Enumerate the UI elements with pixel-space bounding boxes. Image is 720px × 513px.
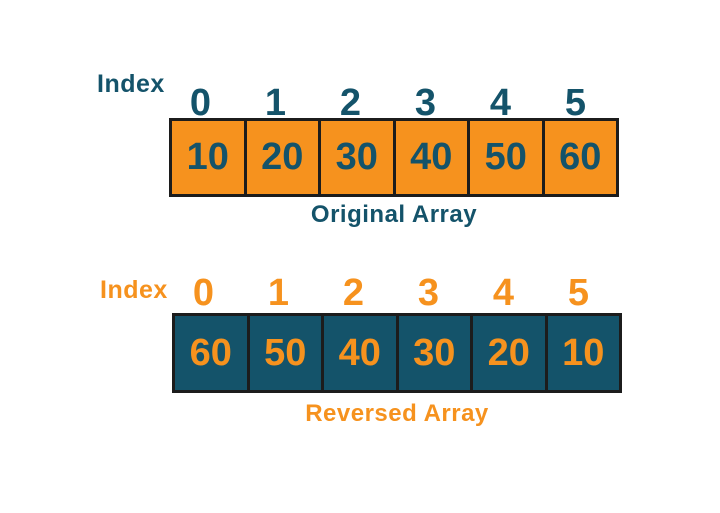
index-label: Index <box>100 276 168 304</box>
index-label: Index <box>97 70 165 98</box>
index-number: 4 <box>489 82 512 124</box>
index-row: 0 1 2 3 4 5 <box>163 82 613 125</box>
index-number: 0 <box>192 272 215 314</box>
index-number: 1 <box>267 272 290 314</box>
array-cell: 60 <box>559 136 602 178</box>
index-number: 3 <box>414 82 437 124</box>
reversed-array-box: 60 50 40 30 20 10 <box>172 313 622 393</box>
index-number: 5 <box>567 272 590 314</box>
array-caption: Original Array <box>310 201 478 228</box>
index-number: 1 <box>264 82 287 124</box>
array-cell: 40 <box>396 121 470 194</box>
index-row: 0 1 2 3 4 5 <box>166 272 616 315</box>
index-number: 4 <box>492 272 515 314</box>
array-cell: 20 <box>247 121 321 194</box>
array-cell: 30 <box>321 121 396 194</box>
array-cell: 40 <box>324 316 399 390</box>
array-cell: 30 <box>399 316 473 390</box>
array-cell: 50 <box>250 316 324 390</box>
index-number: 2 <box>339 82 362 124</box>
index-number: 2 <box>342 272 365 314</box>
array-cell: 50 <box>470 121 545 194</box>
original-array-box: 10 20 30 40 50 60 <box>169 118 619 197</box>
array-caption: Reversed Array <box>305 400 489 427</box>
index-number: 3 <box>417 272 440 314</box>
index-number: 0 <box>189 82 212 124</box>
array-cell: 10 <box>562 331 605 374</box>
array-cell: 20 <box>473 316 548 390</box>
index-number: 5 <box>564 82 587 124</box>
array-cell: 60 <box>175 316 250 390</box>
array-cell: 10 <box>172 121 247 194</box>
